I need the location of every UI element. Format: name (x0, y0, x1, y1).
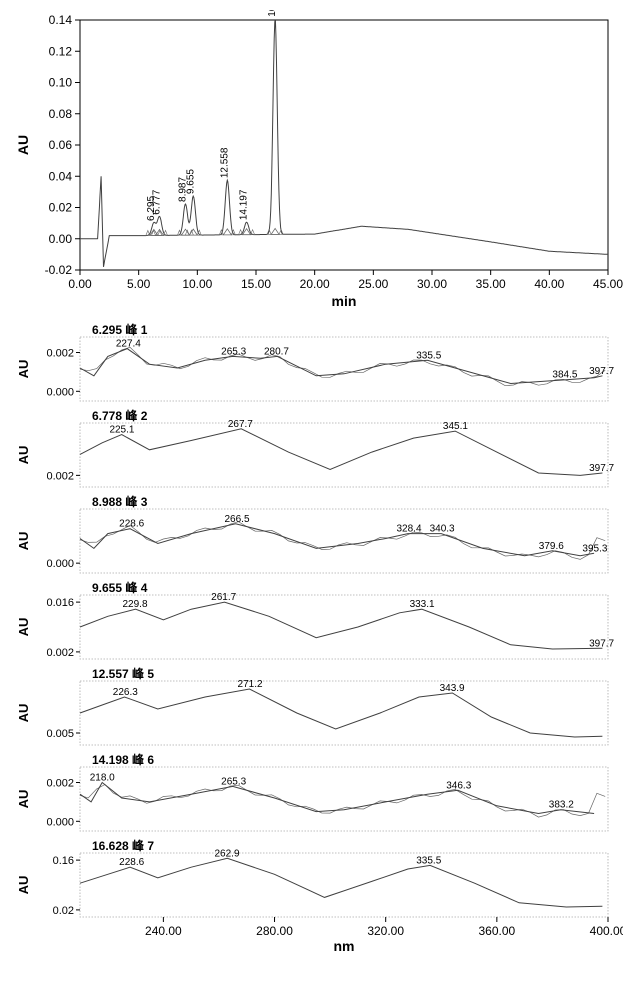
svg-text:262.9: 262.9 (214, 848, 239, 859)
svg-text:0.000: 0.000 (46, 816, 74, 828)
svg-text:280.00: 280.00 (256, 924, 293, 938)
svg-text:280.7: 280.7 (264, 346, 289, 357)
svg-text:265.3: 265.3 (221, 346, 246, 357)
svg-text:400.00: 400.00 (590, 924, 623, 938)
svg-text:383.2: 383.2 (549, 800, 574, 811)
svg-text:267.7: 267.7 (228, 419, 253, 430)
svg-text:229.8: 229.8 (123, 599, 148, 610)
svg-text:0.10: 0.10 (49, 76, 73, 90)
svg-text:261.7: 261.7 (211, 592, 236, 603)
svg-text:14.197: 14.197 (239, 189, 250, 220)
svg-text:227.4: 227.4 (116, 339, 141, 350)
svg-text:328.4: 328.4 (397, 524, 422, 535)
svg-text:0.12: 0.12 (49, 44, 73, 58)
svg-text:0.08: 0.08 (49, 107, 73, 121)
svg-text:nm: nm (334, 938, 355, 954)
svg-text:0.005: 0.005 (46, 728, 74, 740)
svg-text:0.002: 0.002 (46, 348, 74, 360)
svg-text:320.00: 320.00 (367, 924, 404, 938)
svg-text:12.557 峰 5: 12.557 峰 5 (92, 666, 154, 681)
svg-text:0.016: 0.016 (46, 597, 74, 609)
svg-text:20.00: 20.00 (300, 277, 330, 291)
svg-text:0.16: 0.16 (53, 855, 74, 867)
svg-text:384.5: 384.5 (552, 370, 577, 381)
svg-text:15.00: 15.00 (241, 277, 271, 291)
svg-text:0.000: 0.000 (46, 558, 74, 570)
svg-text:397.7: 397.7 (589, 463, 614, 474)
svg-text:25.00: 25.00 (358, 277, 388, 291)
svg-text:0.14: 0.14 (49, 13, 73, 27)
svg-text:AU: AU (15, 135, 31, 155)
svg-text:9.655 峰 4: 9.655 峰 4 (92, 580, 148, 595)
svg-text:AU: AU (16, 790, 31, 809)
svg-text:16.629: 16.629 (267, 10, 278, 17)
svg-text:6.777: 6.777 (152, 189, 163, 214)
svg-text:228.6: 228.6 (119, 519, 144, 530)
svg-text:335.5: 335.5 (416, 350, 441, 361)
svg-text:395.3: 395.3 (582, 543, 607, 554)
svg-text:345.1: 345.1 (443, 421, 468, 432)
svg-text:346.3: 346.3 (446, 780, 471, 791)
svg-text:6.295 峰 1: 6.295 峰 1 (92, 322, 148, 337)
svg-text:10.00: 10.00 (182, 277, 212, 291)
svg-text:397.7: 397.7 (589, 366, 614, 377)
svg-text:0.04: 0.04 (49, 169, 73, 183)
svg-text:0.002: 0.002 (46, 778, 74, 790)
svg-text:9.655: 9.655 (185, 169, 196, 194)
spectra-panels: 6.295 峰 1 0.000 0.002 AU 227.4 265.3 280.7 335.… (10, 318, 623, 957)
svg-text:228.6: 228.6 (119, 857, 144, 868)
svg-text:0.00: 0.00 (49, 232, 73, 246)
svg-text:360.00: 360.00 (478, 924, 515, 938)
svg-text:0.002: 0.002 (46, 647, 74, 659)
svg-text:AU: AU (16, 532, 31, 551)
svg-text:218.0: 218.0 (90, 773, 115, 784)
svg-text:AU: AU (16, 446, 31, 465)
svg-text:0.000: 0.000 (46, 386, 74, 398)
svg-text:AU: AU (16, 704, 31, 723)
svg-text:343.9: 343.9 (440, 683, 465, 694)
svg-text:0.02: 0.02 (53, 905, 74, 917)
svg-text:-0.02: -0.02 (45, 263, 73, 277)
svg-text:AU: AU (16, 360, 31, 379)
svg-text:225.1: 225.1 (109, 425, 134, 436)
svg-text:8.988 峰 3: 8.988 峰 3 (92, 494, 148, 509)
svg-text:AU: AU (16, 618, 31, 637)
svg-text:6.778 峰 2: 6.778 峰 2 (92, 408, 148, 423)
svg-text:0.00: 0.00 (68, 277, 92, 291)
svg-text:335.5: 335.5 (416, 855, 441, 866)
svg-text:14.198 峰 6: 14.198 峰 6 (92, 752, 154, 767)
chromatogram-chart: -0.020.000.020.040.060.080.100.120.140.0… (10, 10, 623, 310)
svg-text:266.5: 266.5 (224, 514, 249, 525)
svg-text:271.2: 271.2 (238, 679, 263, 690)
svg-text:0.06: 0.06 (49, 138, 73, 152)
svg-text:AU: AU (16, 876, 31, 895)
svg-text:40.00: 40.00 (534, 277, 564, 291)
svg-text:5.00: 5.00 (127, 277, 151, 291)
svg-text:265.3: 265.3 (221, 776, 246, 787)
svg-text:240.00: 240.00 (145, 924, 182, 938)
svg-text:35.00: 35.00 (476, 277, 506, 291)
svg-text:379.6: 379.6 (539, 541, 564, 552)
svg-text:340.3: 340.3 (430, 524, 455, 535)
svg-text:0.02: 0.02 (49, 201, 73, 215)
svg-text:0.002: 0.002 (46, 470, 74, 482)
svg-text:12.558: 12.558 (219, 147, 230, 178)
svg-text:min: min (332, 293, 357, 309)
svg-text:45.00: 45.00 (593, 277, 623, 291)
svg-text:16.628 峰 7: 16.628 峰 7 (92, 838, 154, 853)
svg-text:226.3: 226.3 (113, 687, 138, 698)
svg-text:30.00: 30.00 (417, 277, 447, 291)
svg-text:397.7: 397.7 (589, 638, 614, 649)
svg-text:333.1: 333.1 (410, 599, 435, 610)
